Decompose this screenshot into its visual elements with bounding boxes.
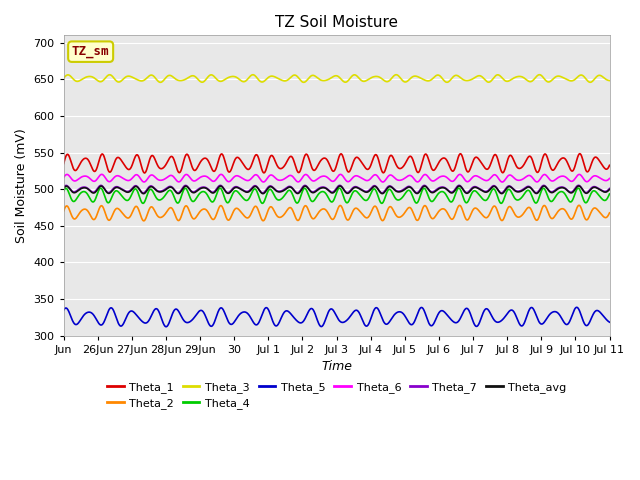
Theta_6 <box>311 178 319 183</box>
Theta_3 <box>590 76 598 82</box>
Theta_6 <box>590 173 598 179</box>
Theta_2 <box>590 205 598 211</box>
Line: Theta_2: Theta_2 <box>64 205 609 221</box>
Theta_3 <box>157 80 164 85</box>
Theta_1 <box>590 155 598 161</box>
Theta_6 <box>326 176 333 182</box>
Theta_5 <box>311 311 319 316</box>
Theta_1 <box>88 164 95 170</box>
Theta_7 <box>60 184 68 190</box>
Theta_6 <box>490 172 497 178</box>
Theta_2 <box>326 213 333 218</box>
Theta_3 <box>490 75 497 81</box>
Theta_1 <box>576 151 584 156</box>
Theta_avg <box>590 184 598 190</box>
Theta_avg <box>140 191 147 196</box>
Theta_6 <box>88 177 95 183</box>
Theta_5 <box>60 307 68 313</box>
Theta_avg <box>490 183 497 189</box>
Theta_3 <box>536 72 543 78</box>
Theta_7 <box>326 188 333 194</box>
Theta_5 <box>605 319 613 325</box>
Theta_2 <box>88 215 95 220</box>
Theta_2 <box>575 203 583 208</box>
Theta_1 <box>141 170 148 176</box>
Theta_4 <box>325 196 333 202</box>
Theta_2 <box>590 205 598 211</box>
Theta_4 <box>60 188 68 194</box>
Theta_avg <box>590 184 598 190</box>
Theta_5 <box>490 317 497 323</box>
Line: Theta_6: Theta_6 <box>64 174 609 182</box>
Line: Theta_3: Theta_3 <box>64 75 609 83</box>
Theta_4 <box>605 191 613 197</box>
Theta_1 <box>326 162 333 168</box>
Theta_2 <box>140 218 148 224</box>
Theta_avg <box>60 185 68 191</box>
Theta_7 <box>575 182 582 188</box>
Theta_1 <box>490 153 497 159</box>
Legend: Theta_1, Theta_2, Theta_3, Theta_4, Theta_5, Theta_6, Theta_7, Theta_avg: Theta_1, Theta_2, Theta_3, Theta_4, Thet… <box>102 377 571 413</box>
Theta_3 <box>605 78 613 84</box>
Theta_1 <box>605 162 613 168</box>
Theta_1 <box>311 167 319 173</box>
Theta_5 <box>573 304 580 310</box>
Theta_5 <box>88 310 95 316</box>
Theta_6 <box>590 173 598 179</box>
Theta_avg <box>311 189 319 195</box>
Theta_3 <box>311 73 319 79</box>
Theta_4 <box>335 185 343 191</box>
X-axis label: Time: Time <box>321 360 352 373</box>
Theta_5 <box>590 310 598 315</box>
Theta_7 <box>140 190 147 196</box>
Theta_3 <box>326 76 333 82</box>
Theta_4 <box>378 201 386 206</box>
Theta_2 <box>605 210 613 216</box>
Theta_6 <box>499 179 506 185</box>
Y-axis label: Soil Moisture (mV): Soil Moisture (mV) <box>15 128 28 243</box>
Theta_7 <box>590 184 598 190</box>
Theta_5 <box>163 324 170 330</box>
Theta_7 <box>590 184 598 190</box>
Theta_7 <box>490 183 497 189</box>
Theta_1 <box>590 156 598 161</box>
Theta_4 <box>88 198 95 204</box>
Theta_avg <box>326 189 333 194</box>
Theta_3 <box>88 74 95 80</box>
Theta_7 <box>311 188 319 194</box>
Theta_avg <box>575 183 582 189</box>
Theta_4 <box>311 197 319 203</box>
Line: Theta_1: Theta_1 <box>64 154 609 173</box>
Theta_6 <box>98 171 106 177</box>
Theta_6 <box>60 174 68 180</box>
Theta_4 <box>590 188 598 194</box>
Theta_3 <box>590 77 598 83</box>
Theta_6 <box>605 176 613 181</box>
Theta_1 <box>60 161 68 167</box>
Theta_5 <box>590 310 598 316</box>
Line: Theta_4: Theta_4 <box>64 188 609 204</box>
Theta_avg <box>605 187 613 192</box>
Text: TZ_sm: TZ_sm <box>72 45 109 58</box>
Theta_2 <box>311 215 319 221</box>
Line: Theta_avg: Theta_avg <box>64 186 609 193</box>
Line: Theta_7: Theta_7 <box>64 185 609 193</box>
Theta_5 <box>326 307 333 313</box>
Theta_7 <box>88 189 95 194</box>
Title: TZ Soil Moisture: TZ Soil Moisture <box>275 15 398 30</box>
Theta_3 <box>60 75 68 81</box>
Line: Theta_5: Theta_5 <box>64 307 609 327</box>
Theta_2 <box>490 204 497 209</box>
Theta_4 <box>490 186 498 192</box>
Theta_avg <box>88 189 95 195</box>
Theta_2 <box>60 208 68 214</box>
Theta_7 <box>605 186 613 192</box>
Theta_4 <box>590 188 598 193</box>
